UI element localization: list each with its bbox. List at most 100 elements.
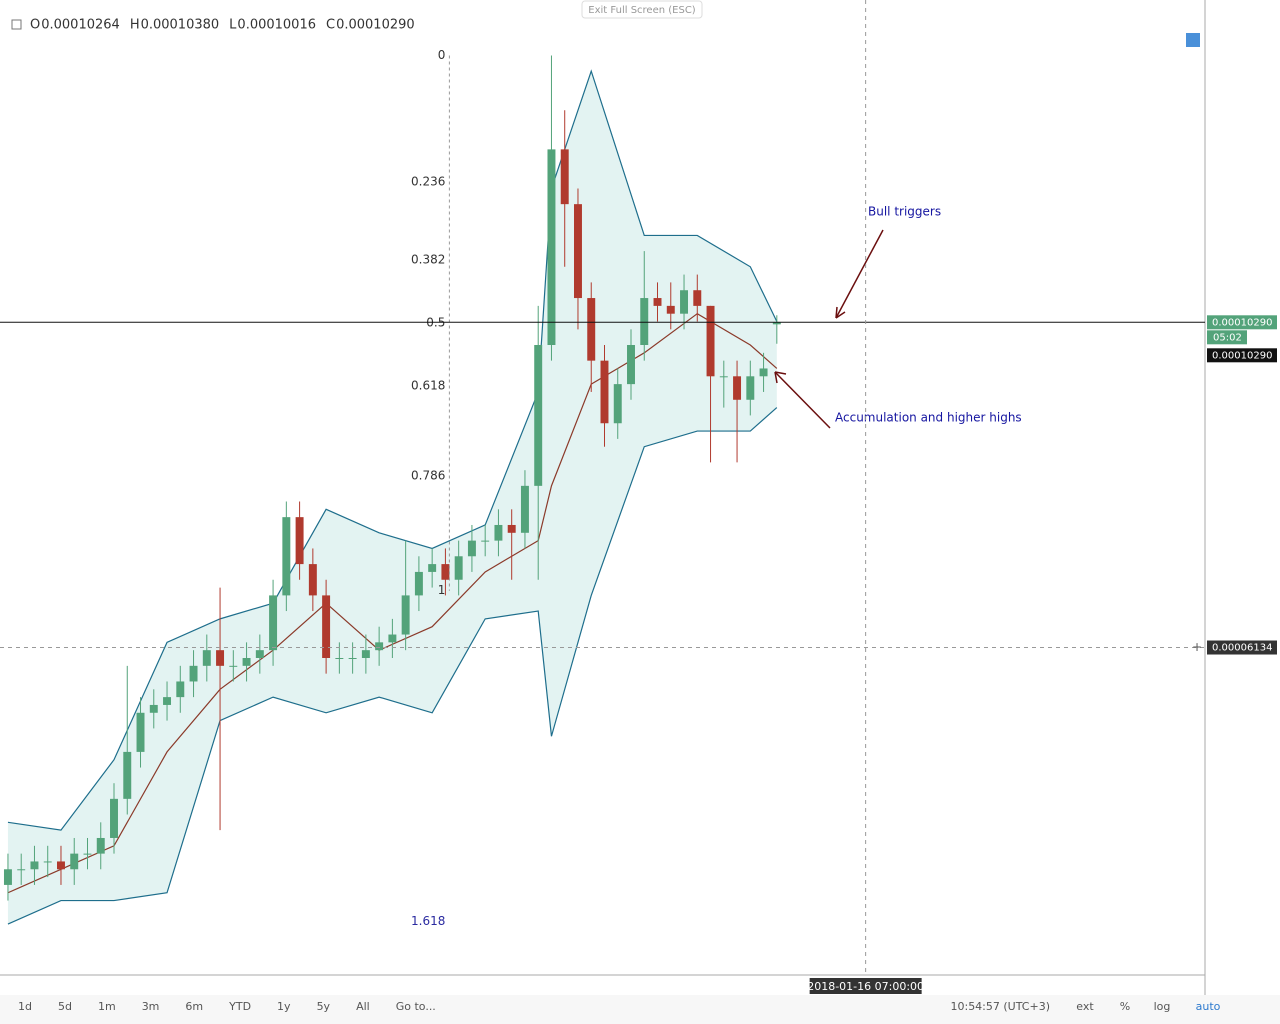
candle-body xyxy=(401,595,410,635)
candle-body xyxy=(242,657,251,666)
range-button[interactable]: YTD xyxy=(228,1000,251,1013)
fib-level: 1.618 xyxy=(411,914,445,928)
candle-body xyxy=(3,869,12,885)
arrow xyxy=(774,371,831,429)
candle-body xyxy=(759,368,768,377)
band-lower xyxy=(7,407,778,925)
candle-body xyxy=(680,290,689,314)
candle-body xyxy=(600,360,609,424)
candle-body xyxy=(388,634,397,643)
fib-level: 0 xyxy=(438,48,446,62)
range-button[interactable]: 5y xyxy=(317,1000,331,1013)
candle-body xyxy=(428,564,437,572)
scale-button[interactable]: log xyxy=(1154,1000,1171,1013)
candle-body xyxy=(335,657,344,659)
range-button[interactable]: 3m xyxy=(142,1000,160,1013)
last-price-label: 0.00010290 xyxy=(1212,317,1272,328)
plus-icon: + xyxy=(1192,640,1202,654)
candle-body xyxy=(229,665,238,667)
price-tag xyxy=(1207,348,1277,363)
crosshair-price: 0.00006134 xyxy=(1212,643,1272,654)
range-button[interactable]: 1m xyxy=(98,1000,116,1013)
candle-body xyxy=(348,657,357,659)
candle-body xyxy=(269,595,278,651)
candle-body xyxy=(481,540,490,542)
ohlc-value: 0.00010290 xyxy=(336,18,415,33)
candle-body xyxy=(520,485,529,533)
countdown: 05:02 xyxy=(1213,332,1242,343)
candle-body xyxy=(96,837,105,854)
range-button[interactable]: Go to... xyxy=(396,1000,436,1013)
candle-body xyxy=(57,861,65,870)
candle-body xyxy=(613,384,622,424)
candle-body xyxy=(202,650,211,666)
price-tag-label: 0.00010290 xyxy=(1212,350,1272,361)
scale-button[interactable]: auto xyxy=(1196,1000,1221,1013)
candle-body xyxy=(375,642,384,651)
candle-body xyxy=(189,665,198,682)
candle-body xyxy=(110,798,118,838)
candle-body xyxy=(441,564,450,580)
ohlc-value: 0.00010380 xyxy=(141,18,220,33)
candle-body xyxy=(322,595,331,658)
candle-body xyxy=(149,704,158,713)
candle-body xyxy=(414,571,423,596)
candle-body xyxy=(640,298,649,345)
scale-button[interactable]: % xyxy=(1120,1000,1130,1013)
band-fill xyxy=(7,71,777,925)
annotation: Accumulation and higher highs xyxy=(835,411,1022,425)
candle-body xyxy=(216,650,225,666)
exit-button[interactable] xyxy=(581,0,703,19)
candle-body xyxy=(573,204,582,299)
candle-body xyxy=(308,564,317,596)
candle-body xyxy=(719,376,728,378)
arrow-head xyxy=(835,306,846,319)
fib-level: 0.786 xyxy=(411,469,445,483)
candle-body xyxy=(627,344,635,385)
candle-body xyxy=(136,712,145,752)
arrow-head xyxy=(774,371,787,384)
countdown-tag xyxy=(1207,330,1247,345)
range-button[interactable]: 6m xyxy=(185,1000,203,1013)
candle-body xyxy=(83,853,92,855)
candle-body xyxy=(693,290,702,306)
range-button[interactable]: 1d xyxy=(18,1000,32,1013)
ohlc-key: O xyxy=(30,18,40,33)
candle-body xyxy=(467,540,476,557)
last-price-tag xyxy=(1207,315,1277,330)
range-button[interactable]: 1y xyxy=(277,1000,291,1013)
candle-body xyxy=(560,149,569,205)
candle-body xyxy=(746,376,755,400)
candle-body xyxy=(587,298,596,361)
range-button[interactable]: 5d xyxy=(58,1000,72,1013)
candle-body xyxy=(653,298,662,306)
candle-body xyxy=(547,149,556,345)
clock: 10:54:57 (UTC+3) xyxy=(950,1000,1050,1013)
band-middle xyxy=(7,312,778,894)
range-button[interactable]: All xyxy=(356,1000,370,1013)
candle-body xyxy=(772,322,781,325)
crosshair-time-tag xyxy=(809,978,922,994)
candle-body xyxy=(507,524,516,533)
ohlc-value: 0.00010264 xyxy=(41,18,120,33)
exit-label[interactable]: Exit Full Screen (ESC) xyxy=(588,5,696,16)
collapse-icon[interactable] xyxy=(11,19,22,30)
candle-body xyxy=(30,861,39,870)
fib-level: 0.382 xyxy=(411,252,445,266)
candle-body xyxy=(534,344,543,486)
crosshair-price-tag xyxy=(1207,640,1277,655)
candle-body xyxy=(70,853,79,870)
candle-body xyxy=(494,524,503,541)
candle-body xyxy=(361,650,370,658)
scale-icon[interactable] xyxy=(1186,33,1200,47)
crosshair-time: 2018-01-16 07:00:00 xyxy=(807,980,924,993)
ohlc-value: 0.00010016 xyxy=(237,18,316,33)
candle-body xyxy=(163,697,172,705)
candle-body xyxy=(282,517,291,596)
scale-button[interactable]: ext xyxy=(1076,1000,1094,1013)
fib-level: 1 xyxy=(438,583,446,597)
candle-body xyxy=(706,305,715,377)
